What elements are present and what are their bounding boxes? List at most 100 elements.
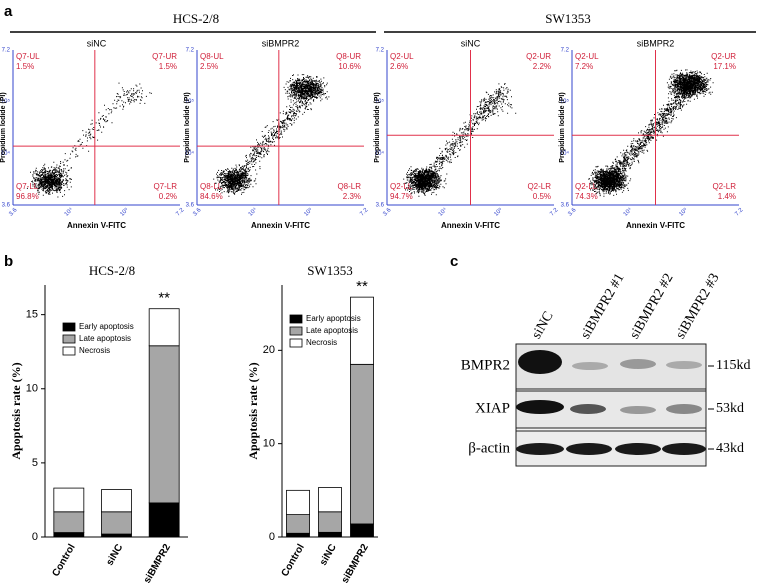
- x-tick-label: 3.6: [8, 207, 19, 218]
- x-tick-label: siBMPR2: [142, 542, 173, 585]
- group-title: SW1353: [545, 11, 591, 26]
- quadrant-value: 7.2%: [575, 62, 593, 71]
- quadrant-value: 96.8%: [16, 192, 39, 201]
- quadrant-name: Q7-LR: [153, 182, 177, 191]
- plot-title: siBMPR2: [262, 38, 300, 48]
- quadrant-value: 94.7%: [390, 192, 413, 201]
- x-tick-label: 10⁴: [63, 206, 75, 218]
- x-tick-label: 3.6: [567, 207, 578, 218]
- y-axis-label: Propidium Iodide (PI): [0, 92, 7, 162]
- x-tick-label: 7.2: [359, 207, 370, 218]
- x-tick-label: 10⁴: [622, 206, 634, 218]
- panel-label: b: [4, 253, 13, 270]
- band: [516, 400, 564, 414]
- quadrant-name: Q2-UL: [390, 52, 414, 61]
- y-tick-label: 10⁴: [185, 150, 195, 157]
- dot-cloud: [213, 74, 330, 197]
- bar-segment: [148, 308, 180, 347]
- bar-segment: [101, 489, 132, 513]
- plot-title: siNC: [87, 38, 107, 48]
- bar-segment: [350, 363, 374, 525]
- quadrant-name: Q2-LL: [390, 182, 413, 191]
- y-tick-label: 3.6: [561, 203, 570, 209]
- band: [516, 443, 564, 455]
- legend-label: Early apoptosis: [79, 322, 134, 331]
- row-label: XIAP: [475, 400, 510, 416]
- bar-segment: [318, 487, 342, 513]
- x-tick-label: 7.2: [549, 207, 560, 218]
- size-label: 115kd: [716, 358, 750, 373]
- quadrant-name: Q7-UL: [16, 52, 40, 61]
- band: [572, 362, 608, 370]
- x-tick-label: 3.6: [192, 207, 203, 218]
- quadrant-value: 74.3%: [575, 192, 598, 201]
- y-tick-label: 7.2: [376, 48, 385, 54]
- y-axis-label: Apoptosis rate (%): [9, 362, 23, 459]
- y-axis-label: Apoptosis rate (%): [246, 362, 260, 459]
- lane-label: siBMPR2 #1: [578, 271, 627, 342]
- group-title: HCS-2/8: [173, 11, 219, 26]
- y-tick-label: 10⁵: [375, 98, 385, 105]
- quadrant-name: Q8-UR: [336, 52, 361, 61]
- y-tick-label: 7.2: [2, 48, 11, 54]
- bar-segment: [286, 489, 310, 516]
- legend-swatch: [62, 346, 76, 356]
- quadrant-value: 2.2%: [533, 62, 551, 71]
- quadrant-name: Q2-UL: [575, 52, 599, 61]
- band: [620, 406, 656, 414]
- legend-label: Late apoptosis: [306, 326, 358, 335]
- y-axis-label: Propidium Iodide (PI): [374, 92, 381, 162]
- y-tick-label: 10: [26, 383, 38, 395]
- x-tick-label: siNC: [318, 542, 339, 567]
- dot-cloud: [403, 83, 517, 197]
- annotation: **: [158, 290, 170, 307]
- band: [620, 359, 656, 369]
- y-tick-label: 0: [269, 531, 275, 543]
- y-tick-label: 5: [32, 457, 38, 469]
- y-axis-label: Propidium Iodide (PI): [559, 92, 566, 162]
- bar-segment: [350, 523, 374, 538]
- x-tick-label: 10⁵: [493, 206, 505, 218]
- band: [570, 404, 606, 414]
- y-tick-label: 20: [263, 344, 275, 356]
- y-tick-label: 10⁵: [560, 98, 570, 105]
- chart-title: SW1353: [307, 263, 353, 278]
- bar-segment: [148, 345, 180, 504]
- legend-label: Necrosis: [306, 338, 337, 347]
- legend-swatch: [289, 338, 303, 348]
- lane-label: siBMPR2 #2: [627, 271, 676, 342]
- quadrant-name: Q2-UR: [526, 52, 551, 61]
- y-tick-label: 10⁴: [560, 150, 570, 157]
- x-axis-label: Annexin V-FITC: [251, 221, 310, 230]
- bar-segment: [53, 532, 85, 538]
- bar-segment: [101, 533, 132, 538]
- annotation: **: [356, 278, 368, 295]
- y-tick-label: 3.6: [186, 203, 195, 209]
- y-tick-label: 7.2: [186, 48, 195, 54]
- quadrant-value: 84.6%: [200, 192, 223, 201]
- x-tick-label: Control: [280, 542, 307, 578]
- legend-swatch: [62, 334, 76, 344]
- quadrant-value: 10.6%: [338, 62, 361, 71]
- quadrant-name: Q2-LR: [712, 182, 736, 191]
- legend-label: Late apoptosis: [79, 334, 131, 343]
- y-tick-label: 15: [26, 309, 38, 321]
- legend-label: Necrosis: [79, 346, 110, 355]
- y-tick-label: 10⁵: [1, 98, 11, 105]
- row-label: BMPR2: [461, 357, 510, 373]
- bar-segment: [148, 502, 180, 538]
- bar-segment: [53, 511, 85, 533]
- quadrant-name: Q8-LR: [337, 182, 361, 191]
- y-axis-label: Propidium Iodide (PI): [184, 92, 191, 162]
- y-tick-label: 3.6: [376, 203, 385, 209]
- legend-swatch: [289, 314, 303, 324]
- dot-cloud: [26, 82, 152, 198]
- band: [566, 443, 612, 455]
- lane-label: siNC: [529, 309, 556, 341]
- quadrant-name: Q2-LR: [527, 182, 551, 191]
- bar-segment: [53, 487, 85, 513]
- x-tick-label: 10⁴: [247, 206, 259, 218]
- x-tick-label: 10⁵: [303, 206, 315, 218]
- bar-segment: [286, 514, 310, 534]
- panel-label: c: [450, 253, 458, 270]
